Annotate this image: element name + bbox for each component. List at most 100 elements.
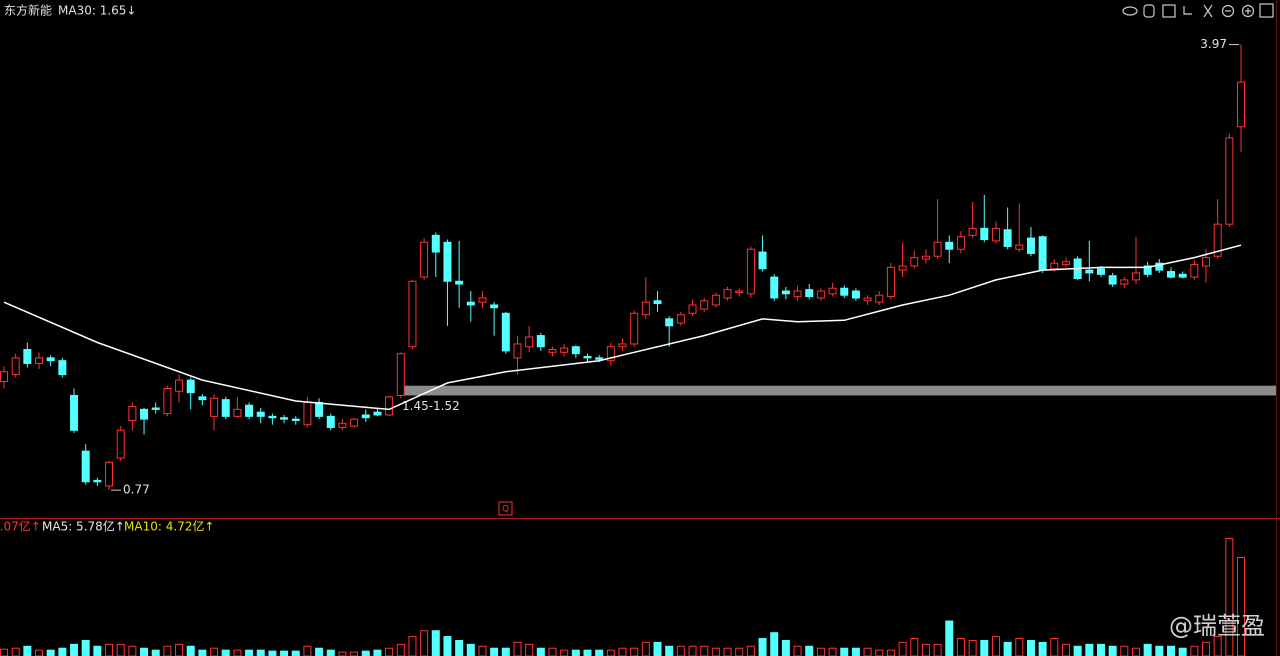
candle-body (23, 349, 32, 364)
volume-bar (653, 641, 662, 656)
candle-body (863, 297, 872, 302)
candle-body (1213, 223, 1222, 257)
candle-body (1237, 81, 1246, 128)
volume-bar (571, 649, 580, 656)
volume-bar (198, 649, 207, 656)
volume-bar (851, 647, 860, 656)
candle-body (723, 289, 732, 299)
q-marker[interactable] (498, 501, 513, 516)
volume-bar (886, 649, 895, 656)
candle-body (326, 415, 335, 428)
candle-body (840, 287, 849, 296)
volume-bar (93, 645, 102, 656)
volume-bar (408, 636, 417, 656)
candle-body (1225, 137, 1234, 225)
candle-body (711, 294, 720, 306)
candle-body (1026, 237, 1035, 254)
candle-body (1120, 279, 1129, 285)
eye-icon[interactable] (1122, 6, 1138, 16)
candle-body (431, 234, 440, 253)
candle-body (116, 429, 125, 459)
candle-body (1003, 229, 1012, 247)
candle-body (583, 355, 592, 359)
volume-bar (455, 639, 464, 656)
volume-bar (630, 647, 639, 656)
candle-body (221, 399, 230, 417)
volume-bar (268, 650, 277, 656)
volume-bar (583, 649, 592, 656)
volume-bar (163, 645, 172, 656)
undo-icon[interactable] (1183, 6, 1192, 15)
volume-bar (723, 647, 732, 656)
annotation-label: 0.77 (123, 483, 150, 497)
volume-bar (840, 647, 849, 656)
zoom-out-icon[interactable] (1221, 4, 1235, 18)
candle-body (58, 360, 67, 376)
volume-bar (921, 643, 930, 656)
candle-body (1131, 272, 1140, 281)
candle-body (770, 276, 779, 299)
volume-bar (1155, 645, 1164, 656)
plot: 1.45-1.52 3.97 0.77 5.07亿↑MA5: 5.78亿↑MA10: … (0, 37, 1276, 656)
volume-bar (828, 647, 837, 656)
volume-bar (350, 651, 359, 656)
candle-body (501, 312, 510, 352)
volume-bar (35, 649, 44, 656)
volume-bar (700, 645, 709, 656)
zoom-in-icon[interactable] (1241, 4, 1255, 18)
candle-body (303, 401, 312, 426)
volume-bar (1015, 638, 1024, 656)
volume-bar (280, 650, 289, 656)
candle-body (350, 418, 359, 427)
candle-body (291, 418, 300, 422)
toolbar (1122, 3, 1274, 18)
volume-bar (443, 636, 452, 656)
volume-bar (525, 643, 534, 656)
volume-bar (291, 650, 300, 656)
volume-bar (303, 645, 312, 656)
stock-name: 东方新能 (4, 3, 52, 18)
candle-body (688, 304, 697, 314)
volume-bar (245, 649, 254, 656)
candle-body (956, 236, 965, 250)
cut-icon[interactable] (1203, 4, 1213, 18)
settings-icon[interactable] (1259, 3, 1274, 18)
candle-body (781, 290, 790, 295)
candle-body (758, 251, 767, 270)
candle-body (1155, 262, 1164, 271)
candle-body (618, 343, 627, 348)
volume-bar (385, 647, 394, 656)
candle-body (735, 290, 744, 293)
volume-bar (676, 645, 685, 656)
hand-icon[interactable] (1143, 4, 1155, 18)
volume-bar (711, 647, 720, 656)
volume-bar (210, 647, 219, 656)
volume-bar (1038, 641, 1047, 656)
candle-body (163, 388, 172, 415)
volume-bar (956, 638, 965, 656)
volume-bar (1096, 643, 1105, 656)
volume-bar (665, 645, 674, 656)
volume-bar (221, 649, 230, 656)
candle-body (525, 336, 534, 348)
candle-body (898, 265, 907, 271)
volume-label: 5.07亿↑ (0, 519, 41, 534)
volume-bar (898, 641, 907, 656)
candle-body (1015, 244, 1024, 250)
candle-body (980, 227, 989, 241)
candle-body (11, 357, 20, 376)
candle-body (1061, 261, 1070, 266)
box-icon[interactable] (1162, 4, 1176, 18)
candle-body (536, 335, 545, 348)
volume-bar (1003, 641, 1012, 656)
volume-bar (1061, 643, 1070, 656)
candle-body (676, 314, 685, 324)
candle-body (140, 408, 149, 420)
volume-bar (688, 645, 697, 656)
candle-body (548, 349, 557, 353)
candle-body (665, 318, 674, 327)
candle-body (630, 312, 639, 345)
candle-body (816, 290, 825, 299)
candle-body (1108, 275, 1117, 285)
